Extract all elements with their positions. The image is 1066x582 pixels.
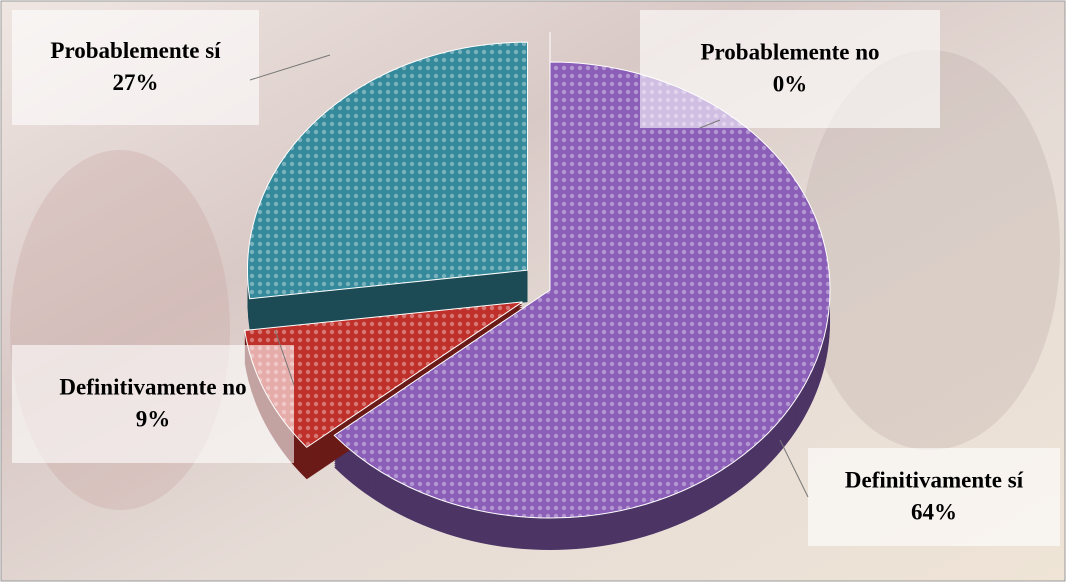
value-label: 0% <box>773 71 808 96</box>
label-box <box>12 345 294 463</box>
value-label: 27% <box>113 70 159 95</box>
leader-line <box>779 439 809 498</box>
labels: Definitivamente sí 64% Definitivamente no 9… <box>12 10 1060 546</box>
value-label: 64% <box>911 499 957 524</box>
category-label: Definitivamente no <box>59 374 246 399</box>
slice-texture <box>244 301 523 448</box>
leader-line <box>699 119 721 129</box>
label-box <box>12 10 259 125</box>
value-label: 9% <box>136 406 171 431</box>
label-box <box>640 10 940 128</box>
category-label: Probablemente sí <box>50 38 221 63</box>
leader-line <box>274 329 295 386</box>
slice-texture <box>334 62 830 518</box>
pie <box>244 32 831 550</box>
label-box <box>808 448 1060 546</box>
category-label: Probablemente no <box>700 39 879 64</box>
slice-texture <box>247 42 528 299</box>
photo-shade <box>800 50 1060 450</box>
leader-line <box>249 54 331 81</box>
category-label: Definitivamente sí <box>845 467 1024 492</box>
